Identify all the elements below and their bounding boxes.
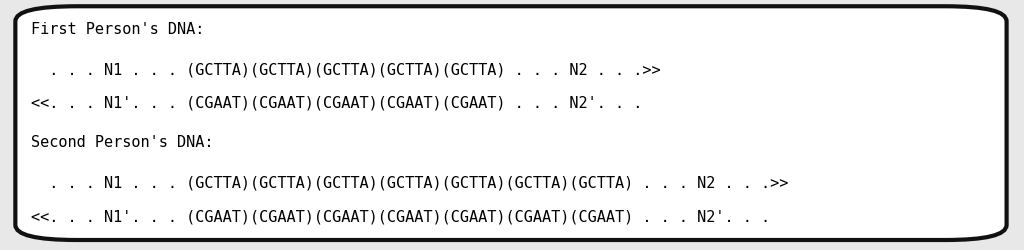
Text: . . . N1 . . . (GCTTA)(GCTTA)(GCTTA)(GCTTA)(GCTTA)(GCTTA)(GCTTA) . . . N2 . . .>: . . . N1 . . . (GCTTA)(GCTTA)(GCTTA)(GCT… [31, 175, 788, 190]
Text: First Person's DNA:: First Person's DNA: [31, 22, 204, 38]
Text: <<. . . N1'. . . (CGAAT)(CGAAT)(CGAAT)(CGAAT)(CGAAT) . . . N2'. . .: <<. . . N1'. . . (CGAAT)(CGAAT)(CGAAT)(C… [31, 95, 642, 110]
Text: <<. . . N1'. . . (CGAAT)(CGAAT)(CGAAT)(CGAAT)(CGAAT)(CGAAT)(CGAAT) . . . N2'. . : <<. . . N1'. . . (CGAAT)(CGAAT)(CGAAT)(C… [31, 210, 770, 225]
Text: . . . N1 . . . (GCTTA)(GCTTA)(GCTTA)(GCTTA)(GCTTA) . . . N2 . . .>>: . . . N1 . . . (GCTTA)(GCTTA)(GCTTA)(GCT… [31, 62, 660, 78]
Text: Second Person's DNA:: Second Person's DNA: [31, 135, 213, 150]
FancyBboxPatch shape [15, 6, 1007, 240]
